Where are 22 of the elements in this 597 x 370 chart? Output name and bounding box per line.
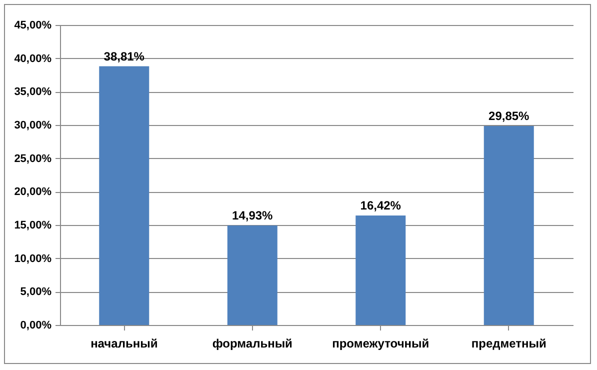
bar: [99, 66, 150, 325]
data-label: 38,81%: [104, 49, 145, 64]
y-tick-label: 40,00%: [14, 52, 52, 65]
bar: [356, 216, 406, 325]
y-tick-label: 5,00%: [20, 286, 52, 298]
data-label: 16,42%: [360, 198, 402, 213]
x-tick-label: начальный: [90, 336, 158, 350]
data-label: 14,93%: [232, 208, 274, 222]
y-tick-label: 35,00%: [14, 86, 52, 98]
x-tick-label: формальный: [212, 336, 292, 350]
y-tick-label: 20,00%: [14, 186, 52, 198]
x-tick-label: предметный: [471, 336, 546, 350]
bar: [227, 225, 278, 325]
y-tick-label: 30,00%: [14, 120, 52, 132]
x-tick-label: промежуточный: [332, 336, 430, 350]
data-label: 29,85%: [488, 109, 530, 123]
y-tick-label: 25,00%: [14, 152, 52, 165]
y-tick-label: 45,00%: [14, 20, 52, 32]
bar: [484, 126, 534, 325]
y-tick-label: 15,00%: [14, 220, 52, 232]
y-tick-label: 10,00%: [14, 252, 52, 265]
y-tick-label: 0,00%: [20, 320, 52, 332]
